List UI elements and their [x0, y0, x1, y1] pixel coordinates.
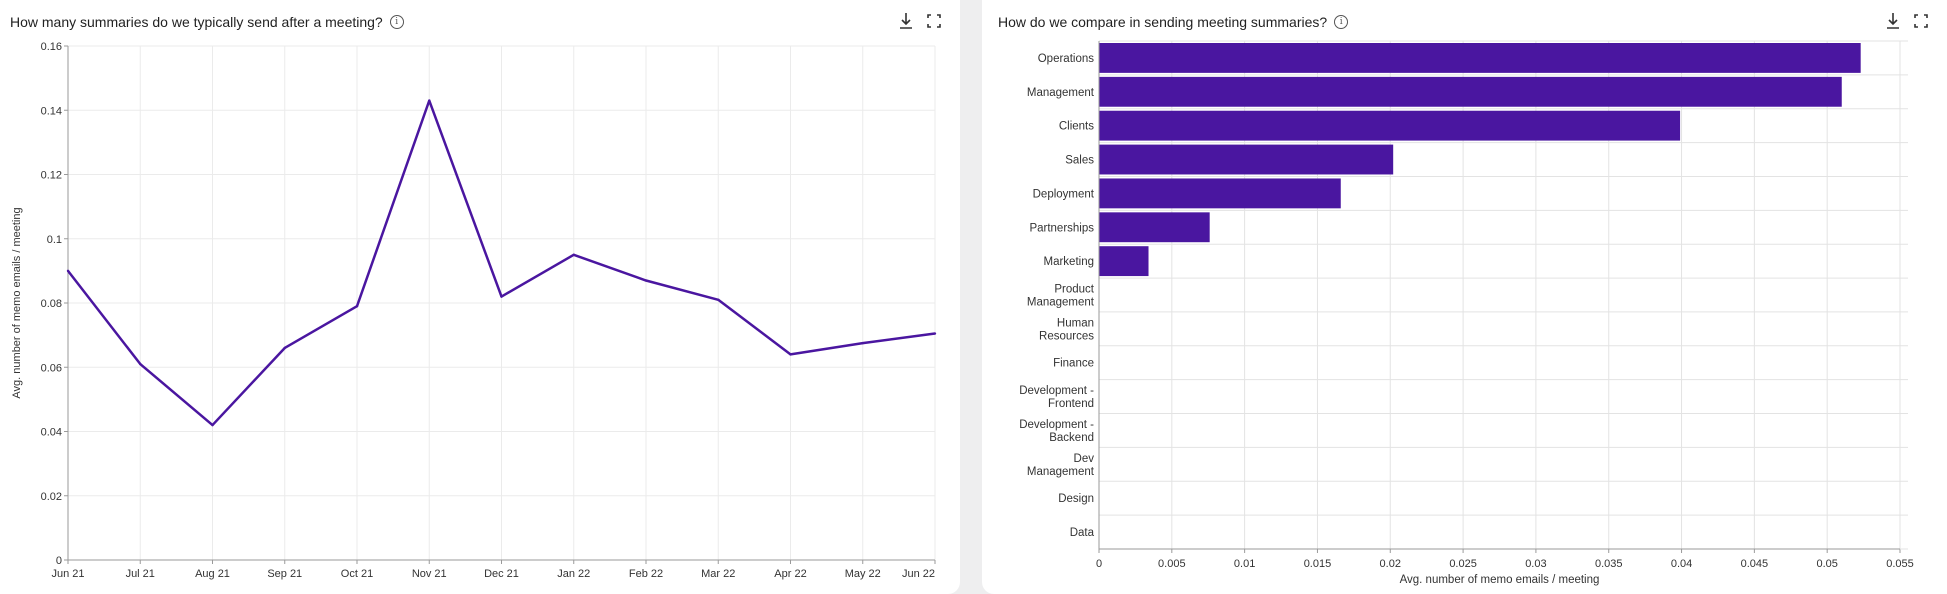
- data-point: [500, 295, 503, 298]
- category-label: Deployment: [1033, 188, 1095, 200]
- fullscreen-icon[interactable]: [926, 12, 942, 30]
- x-tick-label: Oct 21: [341, 568, 373, 580]
- y-tick-label: 0.04: [41, 427, 62, 439]
- data-point: [933, 332, 937, 335]
- category-label: Management: [1027, 297, 1095, 309]
- data-point: [139, 362, 142, 366]
- y-tick-label: 0.08: [41, 298, 62, 310]
- data-point: [861, 341, 864, 345]
- data-point: [717, 298, 720, 301]
- y-tick-label: 0.14: [41, 105, 62, 117]
- y-axis-label: Avg. number of memo emails / meeting: [11, 207, 23, 398]
- x-tick-label: 0.01: [1234, 558, 1255, 570]
- category-label: Design: [1058, 493, 1094, 505]
- data-point: [644, 279, 648, 282]
- chart-title: How do we compare in sending meeting sum…: [998, 14, 1349, 30]
- line-chart-title: How many summaries do we typically send …: [10, 14, 383, 30]
- category-label: Management: [1027, 87, 1095, 99]
- bar: [1099, 144, 1394, 175]
- data-point: [283, 346, 286, 350]
- x-tick-label: Mar 22: [701, 568, 735, 580]
- x-tick-label: 0.035: [1595, 558, 1623, 570]
- x-tick-label: May 22: [845, 568, 881, 580]
- download-icon[interactable]: [898, 12, 914, 30]
- bar: [1099, 246, 1149, 277]
- data-point: [355, 305, 359, 308]
- bar: [1099, 212, 1210, 243]
- info-icon[interactable]: i: [389, 15, 404, 29]
- category-label: Product: [1054, 284, 1094, 296]
- info-icon[interactable]: i: [1334, 15, 1349, 29]
- bar: [1099, 76, 1842, 107]
- category-label: Development -: [1019, 419, 1094, 431]
- bar: [1099, 43, 1861, 73]
- bar-chart: 0 0.005 0.01 0.015 0.02 0.025 0.03 0.035 0.04 0.0…: [1019, 40, 1914, 586]
- category-label: Dev: [1074, 453, 1095, 465]
- x-tick-label: 0: [1096, 558, 1102, 570]
- x-axis-label: Avg. number of memo emails / meeting: [1400, 574, 1600, 586]
- x-tick-label: Jun 21: [51, 568, 84, 580]
- x-tick-label: Jun 22: [902, 568, 935, 580]
- fullscreen-icon[interactable]: [1913, 12, 1929, 30]
- x-tick-label: Jan 22: [557, 568, 590, 580]
- y-tick-label: 0.06: [41, 362, 62, 374]
- bar: [1099, 178, 1341, 209]
- category-label: Partnerships: [1029, 222, 1094, 234]
- category-label: Management: [1027, 466, 1095, 478]
- line-chart-panel: How many summaries do we typically send …: [0, 0, 960, 594]
- x-tick-label: Jul 21: [126, 568, 155, 580]
- line-chart: 0 0.02 0.04 0.06 0.08 0.1 0.12 0.14 0.16 Jun 21 Ju…: [11, 41, 937, 580]
- data-point: [428, 99, 431, 102]
- x-tick-label: Aug 21: [195, 568, 230, 580]
- x-tick-label: 0.015: [1304, 558, 1332, 570]
- download-icon[interactable]: [1885, 12, 1901, 30]
- x-tick-label: Apr 22: [774, 568, 806, 580]
- chart-title: How many summaries do we typically send …: [10, 14, 404, 30]
- x-tick-label: Nov 21: [412, 568, 447, 580]
- category-label: Operations: [1038, 53, 1095, 65]
- x-tick-label: 0.055: [1886, 558, 1914, 570]
- y-tick-label: 0.02: [41, 491, 62, 503]
- category-label: Data: [1070, 527, 1095, 539]
- x-tick-label: 0.04: [1671, 558, 1692, 570]
- data-point: [572, 253, 575, 257]
- category-label: Marketing: [1044, 256, 1095, 268]
- y-tick-label: 0.12: [41, 170, 62, 182]
- x-tick-label: 0.02: [1380, 558, 1401, 570]
- x-tick-label: 0.05: [1816, 558, 1837, 570]
- x-tick-label: 0.005: [1158, 558, 1186, 570]
- x-tick-label: Feb 22: [629, 568, 663, 580]
- category-label: Clients: [1059, 121, 1094, 133]
- category-label: Finance: [1053, 358, 1094, 370]
- y-tick-label: 0: [56, 555, 62, 567]
- category-label: Resources: [1039, 330, 1094, 342]
- x-tick-label: 0.025: [1449, 558, 1477, 570]
- x-tick-label: Sep 21: [267, 568, 302, 580]
- data-point: [66, 269, 70, 273]
- x-tick-label: 0.03: [1525, 558, 1546, 570]
- data-point: [211, 423, 214, 427]
- data-point: [789, 353, 792, 356]
- y-tick-label: 0.1: [47, 234, 62, 246]
- category-label: Sales: [1065, 155, 1094, 167]
- category-label: Backend: [1049, 432, 1094, 444]
- bar-chart-title: How do we compare in sending meeting sum…: [998, 14, 1328, 30]
- bar-chart-panel: How do we compare in sending meeting sum…: [982, 0, 1947, 594]
- x-tick-label: 0.045: [1741, 558, 1769, 570]
- bar: [1099, 110, 1681, 141]
- x-tick-label: Dec 21: [484, 568, 519, 580]
- category-label: Human: [1057, 317, 1094, 329]
- category-label: Frontend: [1048, 398, 1094, 410]
- y-tick-label: 0.16: [41, 41, 62, 53]
- category-label: Development -: [1019, 385, 1094, 397]
